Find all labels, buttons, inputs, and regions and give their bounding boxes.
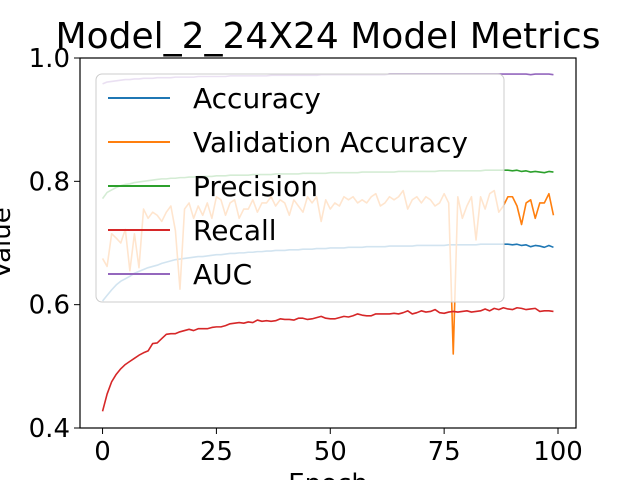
y-tick-label: 0.6 bbox=[29, 291, 70, 321]
legend-label-auc: AUC bbox=[193, 258, 252, 291]
x-tick-label: 0 bbox=[94, 437, 111, 467]
ticks-layer: 0 25 50 75 100 0.4 0.6 0.8 1.0 bbox=[29, 44, 583, 467]
legend: Accuracy Validation Accuracy Precision Reca… bbox=[95, 73, 505, 303]
x-tick-label: 75 bbox=[428, 437, 461, 467]
y-tick-label: 1.0 bbox=[29, 44, 70, 74]
x-tick-label: 50 bbox=[314, 437, 347, 467]
y-axis-label: Value bbox=[0, 207, 17, 278]
legend-label-validation-accuracy: Validation Accuracy bbox=[193, 126, 468, 159]
legend-box bbox=[95, 73, 505, 303]
legend-items: Accuracy Validation Accuracy Precision Reca… bbox=[108, 82, 468, 291]
chart-title: Model_2_24X24 Model Metrics bbox=[56, 16, 601, 57]
legend-label-accuracy: Accuracy bbox=[193, 82, 321, 115]
series-line-recall bbox=[101, 306, 554, 412]
y-tick-label: 0.4 bbox=[29, 414, 70, 444]
axes-frame bbox=[79, 57, 577, 429]
legend-label-precision: Precision bbox=[193, 170, 318, 203]
x-tick-label: 100 bbox=[533, 437, 583, 467]
y-tick-label: 0.8 bbox=[29, 167, 70, 197]
x-axis-label: Epoch bbox=[288, 469, 368, 480]
legend-label-recall: Recall bbox=[193, 214, 277, 247]
x-tick-label: 25 bbox=[200, 437, 233, 467]
